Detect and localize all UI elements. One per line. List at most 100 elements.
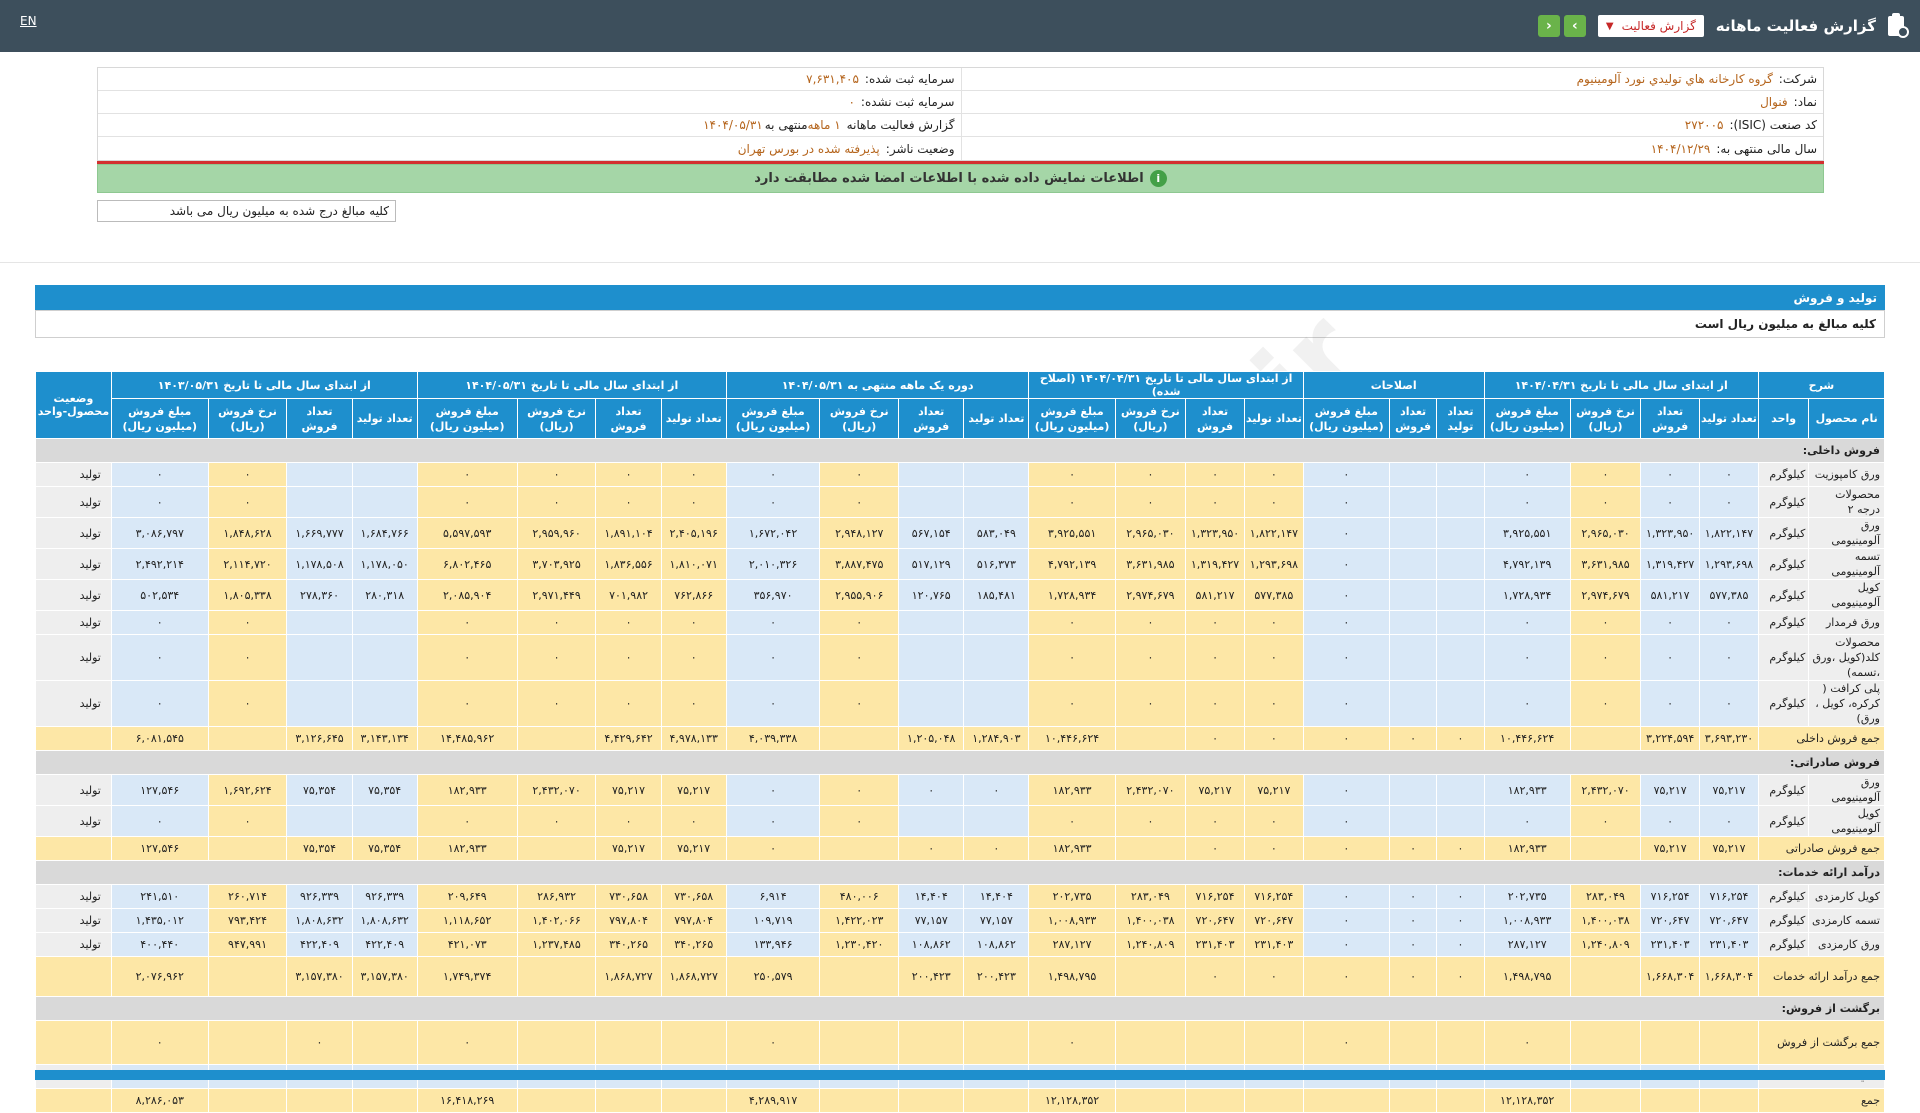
symbol-value[interactable]: فنوال [1760,95,1788,109]
value-cell: ۰ [1028,486,1116,518]
value-cell: ۳,۱۵۷,۳۸۰ [286,956,353,997]
value-cell: ۱,۳۱۹,۴۲۷ [1185,548,1245,580]
table-row: ورق آلومینیومی کیلوگرم ۷۵,۲۱۷ ۷۵,۲۱۷ ۲,۴۳۲,۰… [35,774,1885,806]
value-cell [1569,1088,1642,1113]
value-cell [286,805,353,837]
value-cell: ۱,۶۶۸,۳۰۴ [1699,956,1759,997]
value-cell: ۰ [1185,836,1245,861]
language-toggle[interactable]: EN [20,14,37,28]
value-cell [1569,956,1642,997]
value-cell [351,1088,418,1113]
table-row: تسمه کارمزدی کیلوگرم ۷۲۰,۶۴۷ ۷۲۰,۶۴۷ ۱,۴۰۰,۰… [35,908,1885,933]
value-cell: ۱,۲۸۴,۹۰۳ [963,726,1030,751]
value-cell: ۴,۲۸۹,۹۱۷ [725,1088,821,1113]
value-cell [1436,1020,1485,1065]
value-cell: ۵,۵۹۷,۵۹۳ [416,517,518,549]
report-type-select[interactable]: گزارش فعالیت ▼ [1597,15,1704,37]
value-cell: ۰ [1569,462,1642,487]
value-cell: ۷۱۶,۲۵۴ [1699,884,1759,909]
value-cell: ۲۸۷,۱۲۷ [1028,932,1116,957]
value-cell [1388,805,1438,837]
value-cell: ۰ [660,680,727,727]
group-header: از ابتدای سال مالی تا تاریخ ۱۴۰۴/۰۴/۳۱ [1483,371,1759,399]
value-cell: ۷۶۲,۸۶۶ [660,579,727,611]
value-cell: ۵۸۳,۰۴۹ [963,517,1030,549]
product-name: ورق فرمدار [1808,610,1885,635]
value-cell [1114,836,1187,861]
prev-button[interactable]: ‹ [1537,15,1560,37]
value-cell: ۷۹۷,۸۰۴ [660,908,727,933]
production-sales-table: شرح از ابتدای سال مالی تا تاریخ ۱۴۰۴/۰۴/۳… [35,371,1886,1113]
value-cell: ۱,۰۰۸,۹۳۳ [1028,908,1116,933]
status-cell: تولید [35,680,112,727]
value-cell: ۱,۴۹۸,۷۹۵ [1483,956,1571,997]
value-cell: ۴۲۲,۴۰۹ [286,932,353,957]
product-name: جمع فروش داخلی [1757,726,1886,751]
value-cell: ۰ [416,462,518,487]
product-name: محصولات درجه ۲ [1808,486,1885,518]
value-cell: ۰ [110,486,209,518]
value-cell: ۱۸۲,۹۳۳ [1483,836,1571,861]
value-cell: ۱۴,۴۰۴ [898,884,965,909]
value-cell [351,634,418,681]
value-cell: ۰ [595,805,662,837]
value-cell: ۱۸۲,۹۳۳ [1028,774,1116,806]
value-cell: ۵۸۱,۲۱۷ [1640,579,1701,611]
value-cell [207,956,288,997]
value-cell: ۷۵,۲۱۷ [1699,836,1759,861]
value-cell: ۷۲۰,۶۴۷ [1243,908,1304,933]
value-cell: ۳,۷۰۳,۹۲۵ [516,548,597,580]
unit-cell: کیلوگرم [1757,462,1810,487]
value-cell: ۵۷۷,۳۸۵ [1699,579,1759,611]
value-cell: ۰ [1436,956,1485,997]
value-cell: ۰ [516,680,597,727]
capital-value: ۷,۶۳۱,۴۰۵ [806,72,859,86]
value-cell: ۱,۶۷۲,۰۴۲ [725,517,821,549]
value-cell [516,836,597,861]
unreg-capital-value: ۰ [848,95,855,109]
value-cell: ۰ [516,805,597,837]
status-cell: تولید [35,884,112,909]
table-row: محصولات درجه ۲ کیلوگرم ۰ ۰ ۰ ۰ ۰ ۰ ۰ ۰ ۰ ۰ ۰ ۰ ۰ ۰ ۰ ۰ ۰ تو… [35,486,1885,518]
value-cell: ۰ [819,462,900,487]
value-cell: ۱,۳۲۳,۹۵۰ [1640,517,1701,549]
value-cell: ۱۰۸,۸۶۲ [963,932,1030,957]
value-cell: ۰ [1302,932,1390,957]
value-cell: ۰ [416,486,518,518]
value-cell: ۱,۸۹۱,۱۰۴ [595,517,662,549]
value-cell: ۰ [1302,908,1390,933]
next-button[interactable]: › [1563,15,1586,37]
value-cell: ۱,۴۳۵,۰۱۲ [110,908,209,933]
value-cell: ۱,۸۰۸,۶۳۲ [351,908,418,933]
value-cell: ۰ [1388,908,1438,933]
status-cell: تولید [35,805,112,837]
value-cell: ۰ [516,462,597,487]
value-cell: ۰ [1699,634,1759,681]
value-cell: ۰ [725,486,821,518]
value-cell: ۲۸۷,۱۲۷ [1483,932,1571,957]
unit-cell: کیلوگرم [1757,548,1810,580]
value-cell: ۹۲۶,۳۳۹ [286,884,353,909]
value-cell: ۷۵,۲۱۷ [1185,774,1245,806]
value-cell: ۰ [1302,610,1390,635]
status-cell: تولید [35,548,112,580]
table-row: ورق کامپوزیت کیلوگرم ۰ ۰ ۰ ۰ ۰ ۰ ۰ ۰ ۰ ۰ ۰ ۰ ۰ ۰ ۰ ۰ ۰ تولی… [35,462,1885,487]
value-cell: ۱,۲۴۰,۸۰۹ [1569,932,1642,957]
column-header: مبلغ فروش (میلیون ریال) [1028,398,1116,439]
value-cell: ۰ [110,1020,209,1065]
value-cell: ۵۱۷,۱۲۹ [898,548,965,580]
value-cell: ۰ [660,634,727,681]
value-cell: ۰ [1302,462,1390,487]
value-cell: ۰ [1640,486,1701,518]
value-cell: ۷۹۷,۸۰۴ [595,908,662,933]
verification-notice: i اطلاعات نمایش داده شده با اطلاعات امضا… [97,164,1824,193]
status-cell [35,726,112,751]
group-header: شرح [1757,371,1886,399]
product-name: ورق کامپوزیت [1808,462,1885,487]
value-cell [898,805,965,837]
value-cell [898,1020,965,1065]
value-cell [1436,805,1485,837]
value-cell: ۲,۴۹۲,۲۱۴ [110,548,209,580]
value-cell: ۰ [1302,774,1390,806]
value-cell: ۰ [1436,726,1485,751]
